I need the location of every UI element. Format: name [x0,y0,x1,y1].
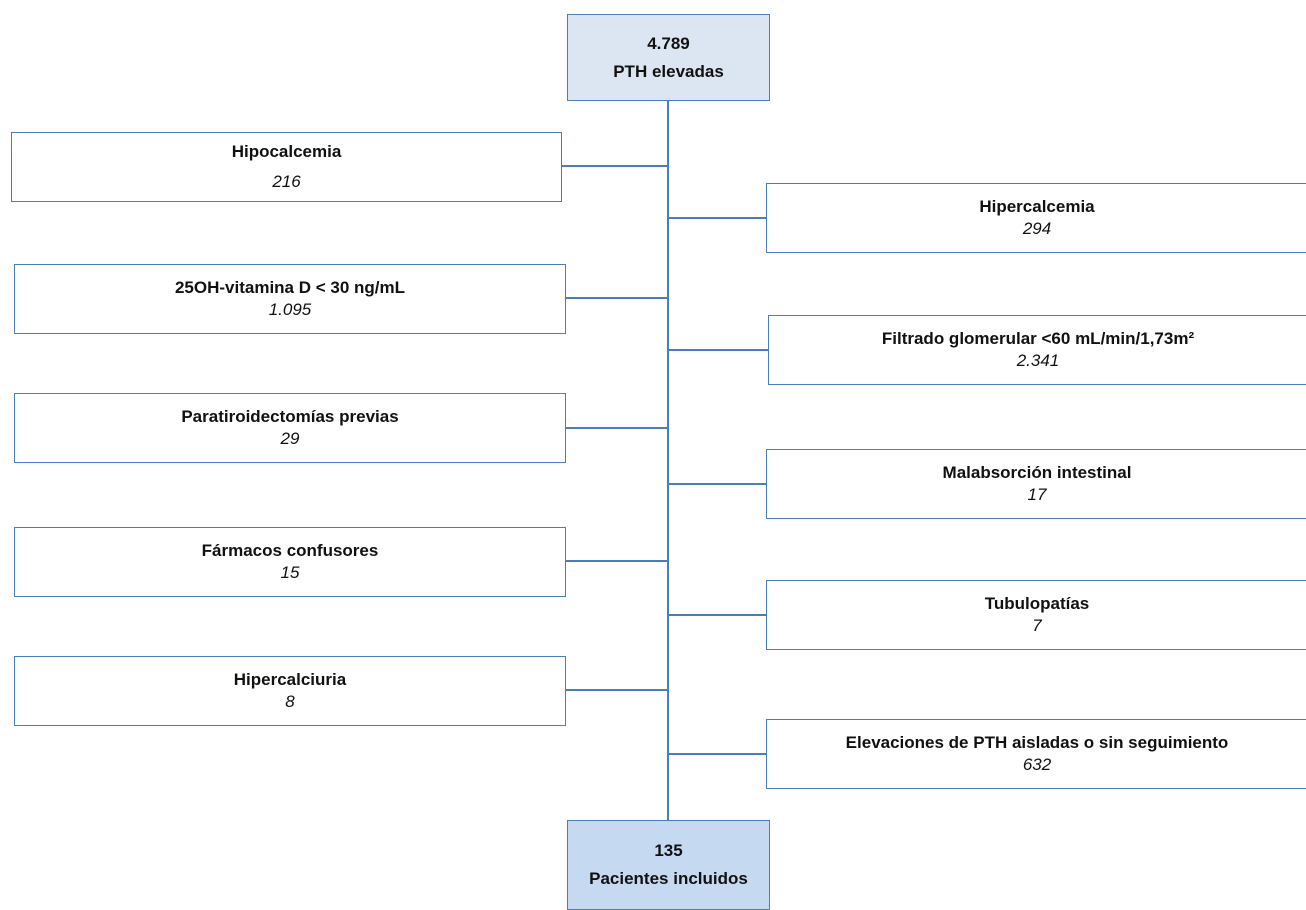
exclusion-label: Fármacos confusores [201,541,379,560]
exclusion-box-vitamina-d: 25OH-vitamina D < 30 ng/mL 1.095 [14,264,566,334]
exclusion-count: 1.095 [268,300,312,319]
exclusion-box-hipocalcemia: Hipocalcemia 216 [11,132,562,202]
exclusion-label: Tubulopatías [984,594,1090,613]
exclusion-label: Malabsorción intestinal [942,463,1132,482]
exclusion-count: 216 [272,172,301,191]
pth-elevadas-box: 4.789 PTH elevadas [567,14,770,101]
exclusion-box-tubulopatias: Tubulopatías 7 [766,580,1306,650]
exclusion-box-hipercalciuria: Hipercalciuria 8 [14,656,566,726]
exclusion-label: Paratiroidectomías previas [181,407,399,426]
pth-elevadas-count: 4.789 [647,33,690,53]
pacientes-incluidos-label: Pacientes incluidos [589,869,748,888]
exclusion-label: 25OH-vitamina D < 30 ng/mL [174,278,406,297]
exclusion-label: Filtrado glomerular <60 mL/min/1,73m² [881,329,1195,348]
exclusion-count: 7 [1032,616,1042,635]
exclusion-label: Hipercalciuria [233,670,347,689]
exclusion-count: 8 [285,692,295,711]
exclusion-box-farmacos: Fármacos confusores 15 [14,527,566,597]
exclusion-box-paratiroidectomias: Paratiroidectomías previas 29 [14,393,566,463]
pacientes-incluidos-count: 135 [654,841,683,860]
exclusion-box-hipercalcemia: Hipercalcemia 294 [766,183,1306,253]
exclusion-count: 2.341 [1016,351,1060,370]
exclusion-label: Hipercalcemia [979,197,1095,216]
exclusion-box-malabsorcion: Malabsorción intestinal 17 [766,449,1306,519]
pth-elevadas-label: PTH elevadas [613,61,724,81]
exclusion-label: Elevaciones de PTH aisladas o sin seguim… [845,733,1229,752]
exclusion-count: 632 [1022,755,1052,774]
exclusion-count: 29 [280,429,300,448]
exclusion-box-filtrado-glomerular: Filtrado glomerular <60 mL/min/1,73m² 2.… [768,315,1306,385]
exclusion-count: 15 [280,563,300,582]
exclusion-count: 17 [1027,485,1047,504]
pacientes-incluidos-box: 135 Pacientes incluidos [567,820,770,910]
exclusion-count: 294 [1022,219,1052,238]
exclusion-box-elevaciones-aisladas: Elevaciones de PTH aisladas o sin seguim… [766,719,1306,789]
exclusion-label: Hipocalcemia [231,142,342,161]
